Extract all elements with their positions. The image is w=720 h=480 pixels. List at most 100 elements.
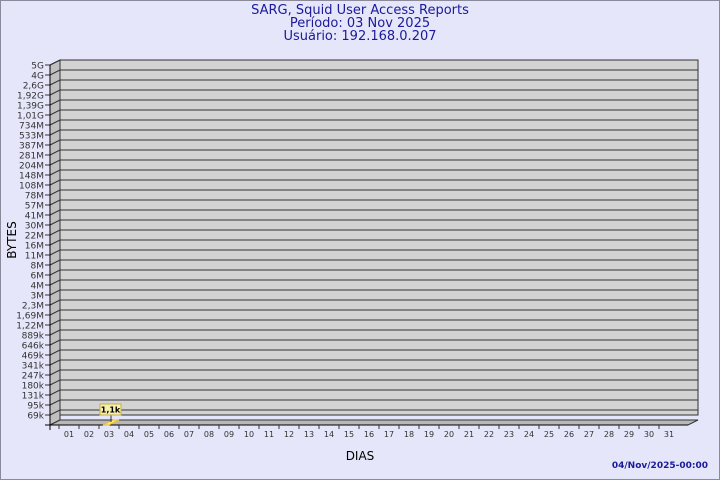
y-tick-diagonal <box>49 159 61 166</box>
y-tick-label: 4M <box>31 282 45 292</box>
chart-title: SARG, Squid User Access Reports <box>251 3 469 18</box>
y-tick-label: 69k <box>27 412 44 422</box>
x-tick-label: 07 <box>184 430 194 439</box>
x-tick-label: 21 <box>464 430 474 439</box>
x-tick-label: 02 <box>84 430 94 439</box>
y-tick-diagonal <box>49 209 61 216</box>
y-tick-label: 2,3M <box>22 302 44 312</box>
y-tick-label: 533M <box>19 132 44 142</box>
y-tick-diagonal <box>49 269 61 276</box>
y-tick-label: 148M <box>19 172 44 182</box>
x-tick-label: 12 <box>284 430 294 439</box>
chart-period: Período: 03 Nov 2025 <box>289 16 431 31</box>
y-tick-diagonal <box>49 329 61 336</box>
y-axis-label: BYTES <box>5 221 19 258</box>
y-tick-diagonal <box>49 409 61 416</box>
y-tick-diagonal <box>49 129 61 136</box>
x-tick-label: 13 <box>304 430 314 439</box>
y-tick-label: 30M <box>25 222 44 232</box>
y-tick-label: 1,39G <box>17 102 44 112</box>
y-tick-label: 11M <box>25 252 44 262</box>
y-tick-label: 3M <box>31 292 45 302</box>
x-tick-label: 25 <box>544 430 554 439</box>
x-tick-label: 03 <box>104 430 114 439</box>
x-tick-label: 20 <box>444 430 454 439</box>
bar-03 <box>102 419 120 426</box>
floor <box>49 419 699 426</box>
chart-user: Usuário: 192.168.0.207 <box>283 29 437 44</box>
x-tick-label: 27 <box>584 430 594 439</box>
x-tick-label: 26 <box>564 430 574 439</box>
y-tick-diagonal <box>49 59 61 66</box>
y-tick-label: 41M <box>25 212 44 222</box>
y-tick-label: 1,22M <box>16 322 44 332</box>
y-tick-label: 387M <box>19 142 44 152</box>
x-tick-label: 14 <box>324 430 334 439</box>
x-tick-label: 23 <box>504 430 514 439</box>
y-tick-label: 131k <box>22 392 45 402</box>
y-tick-diagonal <box>49 199 61 206</box>
y-tick-diagonal <box>49 89 61 96</box>
x-tick-label: 31 <box>664 430 674 439</box>
x-tick-label: 10 <box>244 430 254 439</box>
y-tick-diagonal <box>49 249 61 256</box>
y-tick-label: 4G <box>31 72 44 82</box>
y-tick-diagonal <box>49 79 61 86</box>
x-tick-label: 05 <box>144 430 154 439</box>
y-tick-diagonal <box>49 109 61 116</box>
y-tick-diagonal <box>49 369 61 376</box>
y-tick-label: 78M <box>25 192 44 202</box>
y-tick-diagonal <box>49 289 61 296</box>
y-tick-diagonal <box>49 119 61 126</box>
y-tick-diagonal <box>49 239 61 246</box>
x-tick-label: 19 <box>424 430 434 439</box>
x-tick-label: 17 <box>384 430 394 439</box>
y-tick-diagonal <box>49 139 61 146</box>
y-tick-diagonal <box>49 149 61 156</box>
y-tick-diagonal <box>49 389 61 396</box>
y-tick-label: 108M <box>19 182 44 192</box>
x-tick-label: 29 <box>624 430 634 439</box>
y-tick-diagonal <box>49 219 61 226</box>
y-tick-diagonal <box>49 259 61 266</box>
footer-date: 04/Nov/2025-00:00 <box>611 461 708 471</box>
back-wall <box>59 59 699 416</box>
data-label: 1,1k <box>101 406 121 415</box>
y-tick-label: 646k <box>22 342 45 352</box>
y-tick-label: 5G <box>31 62 44 72</box>
y-tick-label: 8M <box>31 262 45 272</box>
y-tick-label: 204M <box>19 162 44 172</box>
x-tick-label: 24 <box>524 430 534 439</box>
y-tick-diagonal <box>49 189 61 196</box>
y-tick-label: 180k <box>22 382 45 392</box>
y-tick-diagonal <box>49 399 61 406</box>
x-tick-label: 30 <box>644 430 654 439</box>
y-tick-diagonal <box>49 169 61 176</box>
y-tick-diagonal <box>49 349 61 356</box>
y-tick-diagonal <box>49 299 61 306</box>
y-tick-diagonal <box>49 319 61 326</box>
y-tick-label: 341k <box>22 362 45 372</box>
y-tick-diagonal <box>49 339 61 346</box>
x-tick-label: 01 <box>64 430 74 439</box>
y-tick-label: 2,6G <box>23 82 44 92</box>
y-tick-label: 22M <box>25 232 44 242</box>
x-tick-label: 15 <box>344 430 354 439</box>
y-tick-label: 734M <box>19 122 44 132</box>
y-tick-diagonal <box>49 379 61 386</box>
y-tick-label: 57M <box>25 202 44 212</box>
x-tick-label: 16 <box>364 430 374 439</box>
y-tick-diagonal <box>49 359 61 366</box>
y-tick-diagonal <box>49 179 61 186</box>
y-tick-diagonal <box>49 309 61 316</box>
x-tick-label: 18 <box>404 430 414 439</box>
x-tick-label: 11 <box>264 430 274 439</box>
y-tick-diagonal <box>49 279 61 286</box>
y-tick-diagonal <box>49 99 61 106</box>
x-tick-label: 08 <box>204 430 214 439</box>
x-tick-label: 06 <box>164 430 174 439</box>
x-axis-label: DIAS <box>346 449 375 463</box>
y-tick-label: 247k <box>22 372 45 382</box>
y-tick-label: 95k <box>27 402 44 412</box>
